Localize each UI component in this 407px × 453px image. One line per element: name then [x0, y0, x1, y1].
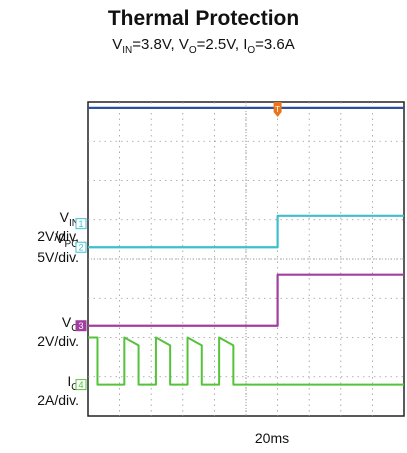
subtitle-part: IO=3.6A: [243, 36, 295, 56]
trigger-marker: T: [273, 102, 282, 117]
chart-subtitle: VIN=3.8V, VO=2.5V, IO=3.6A: [0, 36, 407, 56]
channel-marker-label: 2: [78, 243, 83, 253]
grid: [88, 102, 404, 416]
channel-marker-4: 4: [75, 379, 87, 391]
subtitle-part: VIN=3.8V,: [112, 36, 179, 56]
channel-marker-2: 2: [75, 241, 87, 253]
channel-scale-3: 2V/div.: [37, 332, 79, 349]
trigger-marker-label: T: [275, 105, 280, 114]
channel-scale-2: 5V/div.: [37, 249, 79, 266]
channel-marker-label: 1: [78, 219, 83, 229]
channel-marker-label: 4: [78, 380, 83, 390]
chart-title: Thermal Protection: [107, 7, 300, 30]
channel-marker-3: 3: [75, 320, 87, 332]
channel-scale-4: 2A/div.: [37, 391, 79, 408]
traces: [88, 106, 404, 386]
trace-io: [88, 336, 404, 386]
x-axis-label: 20ms: [254, 430, 290, 446]
subtitle-part: VO=2.5V,: [178, 36, 244, 56]
channel-scale-1: 2V/div.: [37, 227, 79, 244]
trace-vo: [88, 273, 404, 327]
channel-name-1: VIN: [59, 208, 79, 229]
channel-name-2: VPG: [55, 230, 79, 251]
trace-cyan: [88, 214, 404, 249]
channel-name-3: VO: [61, 313, 79, 334]
channel-markers: T 1 2 3 4: [75, 102, 282, 391]
channel-marker-label: 3: [78, 321, 83, 331]
channel-marker-1: 1: [75, 218, 87, 230]
channel-name-4: IO: [67, 372, 79, 393]
